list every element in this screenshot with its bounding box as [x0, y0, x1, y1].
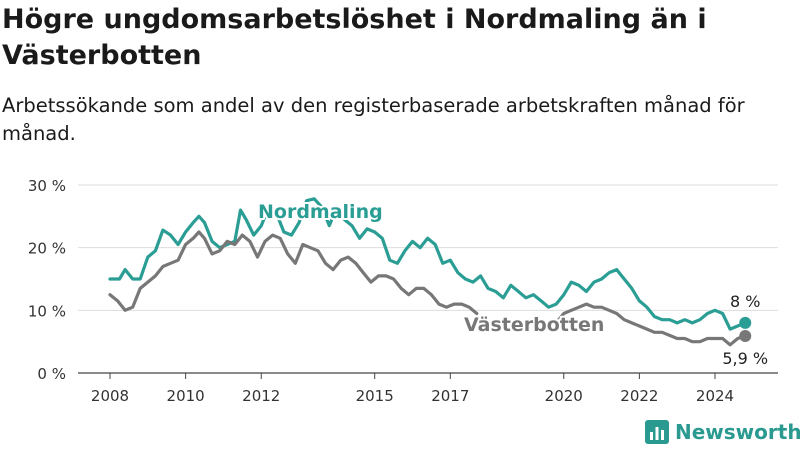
nordmaling-line: [108, 197, 747, 331]
logo-text: Newsworthy: [675, 420, 800, 444]
y-tick-label: 30 %: [28, 177, 66, 195]
vasterbotten-series-label: Västerbotten: [464, 314, 604, 336]
x-tick-label: 2015: [356, 387, 394, 405]
y-tick-label: 0 %: [37, 365, 66, 383]
x-tick-label: 2010: [167, 387, 205, 405]
newsworthy-logo: Newsworthy: [645, 420, 800, 444]
x-tick-label: 2024: [696, 387, 734, 405]
y-tick-label: 20 %: [28, 240, 66, 258]
nordmaling-series-label: Nordmaling: [258, 201, 383, 223]
x-tick-label: 2008: [91, 387, 129, 405]
vasterbotten-line: [108, 230, 479, 316]
vasterbotten-end-label: 5,9 %: [722, 349, 768, 368]
bar-chart-icon: [645, 420, 669, 444]
x-tick-label: 2017: [431, 387, 469, 405]
vasterbotten-end-point: [739, 330, 752, 343]
nordmaling-end-point: [739, 316, 752, 329]
y-tick-label: 10 %: [28, 302, 66, 320]
nordmaling-end-label: 8 %: [730, 292, 760, 311]
x-tick-label: 2020: [545, 387, 583, 405]
chart-title: Högre ungdomsarbetslöshet i Nordmaling ä…: [2, 4, 707, 71]
chart-subtitle: Arbetssökande som andel av den registerb…: [2, 94, 745, 145]
x-tick-label: 2022: [620, 387, 658, 405]
x-tick-label: 2012: [242, 387, 280, 405]
vasterbotten-line: [554, 302, 747, 347]
